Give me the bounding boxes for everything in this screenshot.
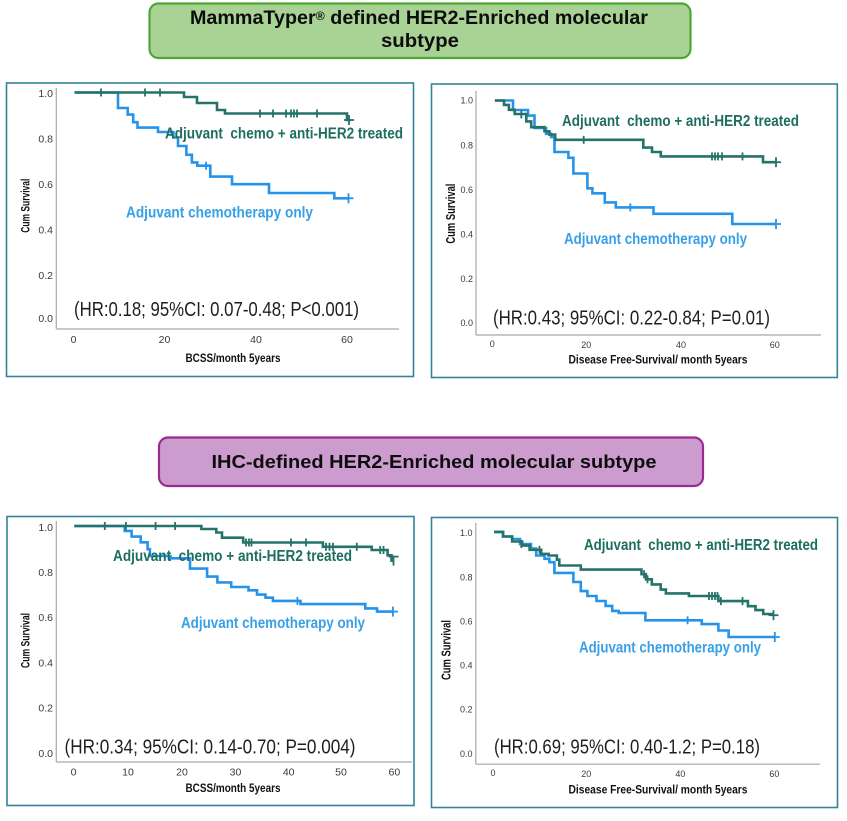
- svg-text:40: 40: [675, 769, 685, 779]
- svg-text:(HR:0.69; 95%CI: 0.40-1.2; P=0: (HR:0.69; 95%CI: 0.40-1.2; P=0.18): [494, 737, 760, 759]
- svg-text:(HR:0.18; 95%CI: 0.07-0.48; P<: (HR:0.18; 95%CI: 0.07-0.48; P<0.001): [74, 299, 359, 321]
- svg-text:0.0: 0.0: [38, 313, 53, 325]
- svg-text:0.6: 0.6: [38, 179, 53, 191]
- svg-text:20: 20: [581, 340, 591, 350]
- svg-text:60: 60: [769, 769, 779, 779]
- svg-text:0.8: 0.8: [460, 572, 473, 582]
- svg-text:60: 60: [389, 767, 401, 779]
- svg-text:Adjuvant chemo + anti-HER2 tr: Adjuvant chemo + anti-HER2 treated: [165, 126, 403, 143]
- svg-text:0: 0: [71, 767, 77, 779]
- svg-text:Disease Free-Survival/ month 5: Disease Free-Survival/ month 5years: [569, 783, 748, 797]
- svg-text:Adjuvant chemotherapy only: Adjuvant chemotherapy only: [564, 231, 747, 248]
- svg-text:60: 60: [770, 340, 780, 350]
- svg-text:IHC-defined HER2-Enriched mole: IHC-defined HER2-Enriched molecular subt…: [212, 452, 657, 472]
- svg-text:0.4: 0.4: [460, 229, 473, 239]
- svg-text:0.4: 0.4: [460, 661, 473, 671]
- svg-text:40: 40: [250, 334, 262, 346]
- svg-text:0.4: 0.4: [38, 224, 53, 236]
- svg-text:0.2: 0.2: [460, 705, 473, 715]
- svg-text:0.6: 0.6: [460, 185, 473, 195]
- svg-text:BCSS/month 5years: BCSS/month 5years: [186, 781, 281, 795]
- svg-text:Adjuvant chemotherapy only: Adjuvant chemotherapy only: [181, 615, 365, 632]
- svg-text:Disease Free-Survival/ month 5: Disease Free-Survival/ month 5years: [569, 353, 748, 367]
- svg-text:0: 0: [71, 334, 77, 346]
- svg-text:20: 20: [159, 334, 171, 346]
- svg-text:0.2: 0.2: [38, 703, 53, 715]
- svg-text:1.0: 1.0: [460, 528, 473, 538]
- svg-text:20: 20: [581, 769, 591, 779]
- svg-text:50: 50: [335, 767, 347, 779]
- svg-text:0.0: 0.0: [460, 318, 473, 328]
- svg-text:(HR:0.43; 95%CI: 0.22-0.84; P=: (HR:0.43; 95%CI: 0.22-0.84; P=0.01): [493, 308, 770, 330]
- svg-text:Cum Survival: Cum Survival: [440, 620, 454, 680]
- svg-text:1.0: 1.0: [38, 522, 53, 534]
- svg-text:0.0: 0.0: [460, 749, 473, 759]
- svg-text:Adjuvant chemo + anti-HER2 tr: Adjuvant chemo + anti-HER2 treated: [113, 548, 352, 565]
- svg-text:Adjuvant chemotherapy only: Adjuvant chemotherapy only: [579, 640, 761, 657]
- svg-text:1.0: 1.0: [460, 96, 473, 106]
- svg-text:0.8: 0.8: [38, 567, 53, 579]
- svg-text:0.8: 0.8: [38, 133, 53, 145]
- svg-text:0: 0: [490, 339, 495, 349]
- svg-text:Cum Survival: Cum Survival: [18, 179, 32, 233]
- svg-text:0.0: 0.0: [38, 748, 53, 760]
- svg-text:Adjuvant chemo + anti-HER2 tr: Adjuvant chemo + anti-HER2 treated: [562, 113, 799, 130]
- svg-text:40: 40: [283, 767, 295, 779]
- svg-text:0.4: 0.4: [38, 657, 53, 669]
- svg-text:10: 10: [122, 767, 134, 779]
- svg-text:0: 0: [490, 768, 495, 778]
- svg-text:0.6: 0.6: [38, 612, 53, 624]
- svg-text:MammaTyper® defined HER2-Enric: MammaTyper ® defined HER2-Enriched molecu…: [190, 8, 649, 29]
- svg-text:0.6: 0.6: [460, 617, 473, 627]
- svg-text:BCSS/month 5years: BCSS/month 5years: [186, 351, 281, 365]
- svg-text:40: 40: [676, 340, 686, 350]
- svg-text:0.8: 0.8: [460, 140, 473, 150]
- svg-text:Cum Survival: Cum Survival: [19, 613, 33, 668]
- svg-text:30: 30: [230, 767, 242, 779]
- svg-text:60: 60: [341, 334, 353, 346]
- svg-text:1.0: 1.0: [38, 88, 53, 100]
- svg-text:0.2: 0.2: [460, 274, 473, 284]
- svg-text:Cum Survival: Cum Survival: [444, 184, 458, 244]
- svg-text:subtype: subtype: [381, 31, 459, 52]
- svg-text:(HR:0.34; 95%CI: 0.14-0.70; P=: (HR:0.34; 95%CI: 0.14-0.70; P=0.004): [65, 737, 356, 759]
- svg-text:Adjuvant chemo + anti-HER2 tr: Adjuvant chemo + anti-HER2 treated: [584, 537, 818, 554]
- svg-text:Adjuvant chemotherapy only: Adjuvant chemotherapy only: [126, 205, 313, 222]
- svg-text:0.2: 0.2: [38, 270, 53, 282]
- svg-text:20: 20: [176, 767, 188, 779]
